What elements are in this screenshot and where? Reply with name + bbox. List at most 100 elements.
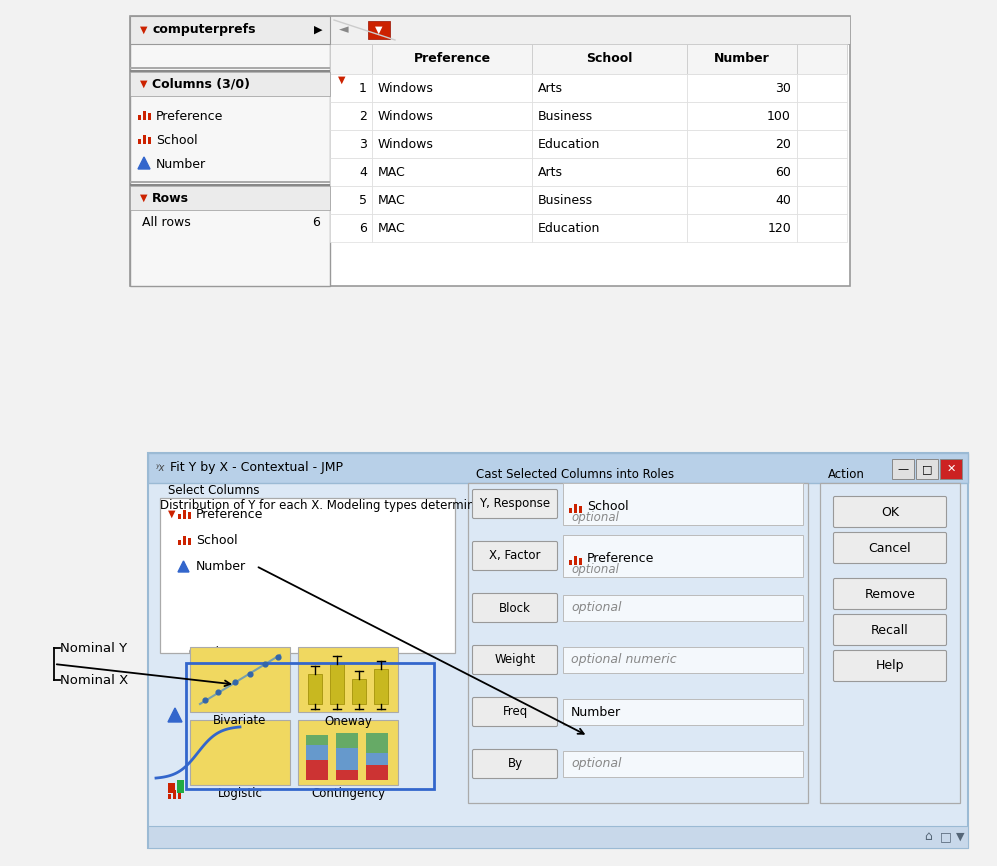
- Bar: [797, 102, 847, 130]
- Text: ▼: ▼: [375, 25, 383, 35]
- Text: Recall: Recall: [871, 624, 909, 637]
- Bar: [168, 783, 175, 793]
- Text: ▼: ▼: [338, 75, 346, 85]
- Text: Logistic: Logistic: [217, 787, 262, 800]
- Text: MAC: MAC: [378, 222, 406, 235]
- Bar: [468, 483, 808, 803]
- Bar: [177, 780, 184, 793]
- Text: 1: 1: [359, 81, 367, 94]
- Text: Freq: Freq: [502, 706, 527, 719]
- Text: Education: Education: [538, 138, 600, 151]
- Bar: [190, 720, 290, 785]
- Bar: [186, 663, 434, 789]
- Bar: [130, 70, 330, 72]
- Point: [210, 685, 226, 699]
- Bar: [687, 214, 797, 242]
- Bar: [330, 102, 372, 130]
- Bar: [188, 538, 191, 545]
- Bar: [130, 16, 330, 44]
- Bar: [574, 504, 577, 513]
- Text: Bivariate: Bivariate: [213, 714, 266, 727]
- Bar: [330, 214, 372, 242]
- Bar: [797, 44, 847, 74]
- Bar: [330, 186, 372, 214]
- Bar: [190, 647, 290, 712]
- Bar: [366, 753, 388, 765]
- Bar: [138, 139, 141, 144]
- Bar: [687, 74, 797, 102]
- FancyBboxPatch shape: [833, 650, 946, 682]
- Bar: [797, 158, 847, 186]
- Text: □: □: [922, 464, 932, 474]
- Text: Nominal X: Nominal X: [60, 674, 129, 687]
- Bar: [687, 158, 797, 186]
- Text: optional numeric: optional numeric: [571, 654, 677, 667]
- Bar: [372, 74, 532, 102]
- Bar: [178, 514, 181, 519]
- Text: ▼: ▼: [140, 25, 148, 35]
- Bar: [336, 770, 358, 780]
- Text: OK: OK: [881, 506, 899, 519]
- Polygon shape: [178, 561, 189, 572]
- Text: Select Columns: Select Columns: [168, 484, 259, 497]
- Bar: [308, 674, 322, 704]
- Bar: [352, 679, 366, 704]
- Bar: [306, 735, 328, 745]
- Text: X, Factor: X, Factor: [490, 550, 540, 563]
- Text: ▼: ▼: [168, 509, 175, 519]
- Bar: [336, 733, 358, 748]
- FancyBboxPatch shape: [473, 697, 557, 727]
- FancyBboxPatch shape: [473, 541, 557, 571]
- Bar: [563, 699, 803, 725]
- FancyBboxPatch shape: [833, 578, 946, 610]
- Text: optional: optional: [571, 602, 621, 615]
- Bar: [178, 792, 181, 799]
- Bar: [148, 137, 151, 144]
- Point: [197, 693, 213, 707]
- FancyBboxPatch shape: [473, 593, 557, 623]
- Bar: [148, 453, 968, 848]
- Text: Weight: Weight: [495, 654, 535, 667]
- Bar: [563, 595, 803, 621]
- Bar: [183, 536, 186, 545]
- Text: By: By: [507, 758, 522, 771]
- Text: Fit Y by X - Contextual - JMP: Fit Y by X - Contextual - JMP: [170, 462, 343, 475]
- Bar: [160, 498, 455, 653]
- Text: Nominal Y: Nominal Y: [60, 642, 128, 655]
- Bar: [372, 102, 532, 130]
- Bar: [687, 102, 797, 130]
- Bar: [372, 44, 532, 74]
- Bar: [336, 748, 358, 770]
- Text: Education: Education: [538, 222, 600, 235]
- Text: School: School: [587, 501, 629, 514]
- Text: Cancel: Cancel: [868, 541, 911, 554]
- Text: Business: Business: [538, 193, 593, 206]
- Text: 3: 3: [359, 138, 367, 151]
- Bar: [372, 158, 532, 186]
- Text: Oneway: Oneway: [324, 714, 372, 727]
- Text: Y, Response: Y, Response: [480, 497, 550, 510]
- FancyBboxPatch shape: [473, 749, 557, 779]
- Text: Contingency: Contingency: [311, 787, 385, 800]
- Text: 30: 30: [775, 81, 791, 94]
- Text: optional: optional: [571, 758, 621, 771]
- Text: 2: 2: [359, 109, 367, 122]
- Bar: [820, 483, 960, 803]
- Bar: [532, 158, 687, 186]
- Text: Windows: Windows: [378, 109, 434, 122]
- Text: ▼: ▼: [140, 193, 148, 203]
- Bar: [138, 115, 141, 120]
- Bar: [298, 647, 398, 712]
- Text: 5: 5: [359, 193, 367, 206]
- Bar: [130, 16, 850, 286]
- Bar: [330, 158, 372, 186]
- Text: Help: Help: [875, 660, 904, 673]
- Text: 40: 40: [775, 193, 791, 206]
- Text: Preference: Preference: [414, 53, 491, 66]
- Bar: [130, 186, 330, 210]
- Bar: [579, 506, 582, 513]
- Text: Number: Number: [714, 53, 770, 66]
- Text: School: School: [586, 53, 633, 66]
- Bar: [183, 510, 186, 519]
- Text: ▶: ▶: [314, 25, 322, 35]
